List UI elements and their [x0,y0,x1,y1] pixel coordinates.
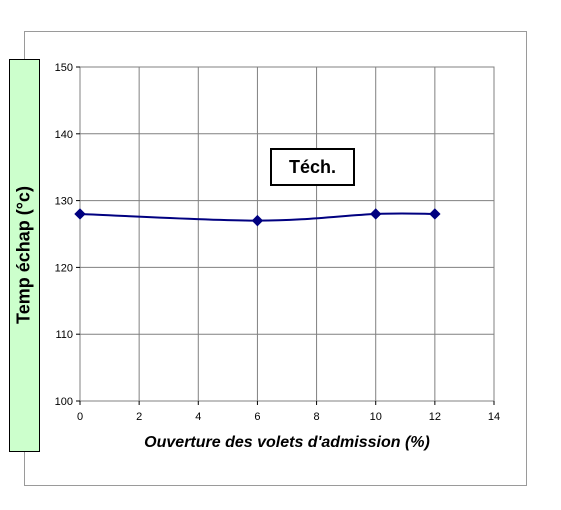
data-point-marker [429,208,441,220]
x-tick-label: 12 [429,411,441,423]
chart-frame [24,31,527,486]
grid [80,67,494,401]
x-tick-label: 2 [136,411,142,423]
x-axis-label: Ouverture des volets d'admission (%) [144,434,430,451]
y-tick-label: 140 [55,129,73,141]
data-point-marker [370,208,382,220]
series [74,208,441,227]
x-tick-labels: 0 2 4 6 8 10 12 14 [77,401,500,423]
data-point-marker [74,208,86,220]
x-tick-label: 14 [488,411,500,423]
data-point-marker [251,214,264,227]
y-tick-labels: 100 110 120 130 140 150 [55,62,80,408]
x-tick-label: 0 [77,411,83,423]
x-tick-label: 8 [314,411,320,423]
y-tick-label: 130 [55,196,73,208]
annotation-box: Téch. [270,148,355,186]
series-line [79,212,435,222]
x-tick-label: 6 [254,411,260,423]
x-tick-label: 4 [195,411,201,423]
x-tick-label: 10 [370,411,382,423]
y-axis-label-box [9,59,40,452]
y-tick-label: 150 [55,62,73,74]
y-tick-label: 120 [55,262,73,274]
y-tick-label: 100 [55,396,73,408]
plot-border [79,66,495,402]
annotation-text: Téch. [288,156,336,177]
y-tick-label: 110 [55,329,73,341]
